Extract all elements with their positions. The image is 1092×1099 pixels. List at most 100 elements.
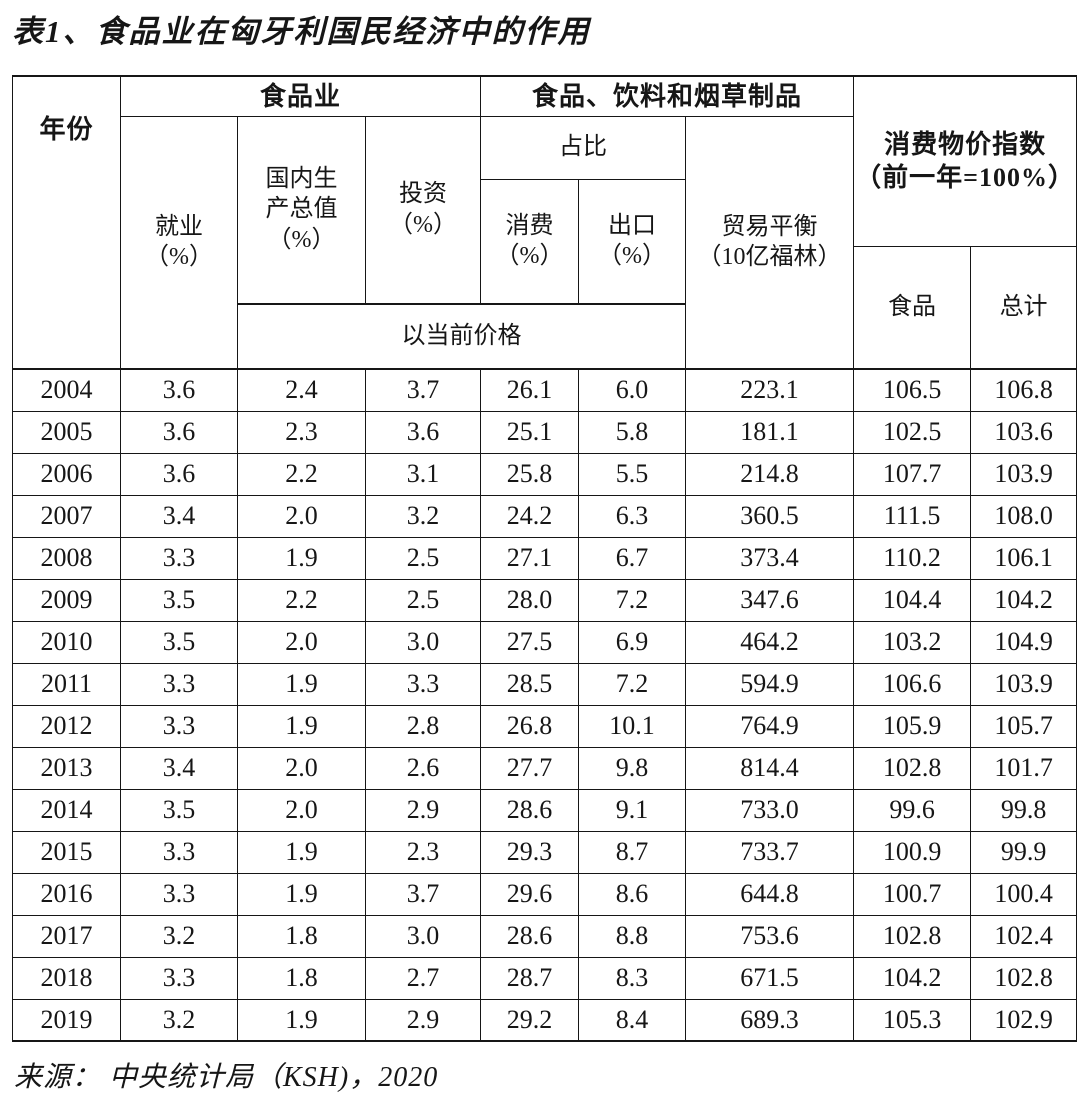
value-cell: 105.3 [853, 998, 972, 1042]
year-cell: 2011 [12, 662, 121, 706]
value-cell: 105.9 [853, 704, 972, 748]
value-cell: 99.6 [853, 788, 972, 832]
value-cell: 689.3 [685, 998, 855, 1042]
value-cell: 107.7 [853, 452, 972, 496]
table-row: 2016 3.3 1.9 3.7 29.6 8.6 644.8 100.7 100.4 [12, 872, 1078, 916]
value-cell: 110.2 [853, 536, 972, 580]
value-cell: 2.9 [364, 788, 482, 832]
value-cell: 3.3 [120, 872, 238, 916]
value-cell: 102.9 [970, 998, 1078, 1042]
value-cell: 753.6 [685, 914, 855, 958]
page-title: 表1、食品业在匈牙利国民经济中的作用 [12, 14, 591, 49]
value-cell: 2.0 [237, 746, 366, 790]
value-cell: 2.0 [237, 788, 366, 832]
value-cell: 644.8 [685, 872, 855, 916]
value-cell: 27.7 [480, 746, 580, 790]
table-row: 2007 3.4 2.0 3.2 24.2 6.3 360.5 111.5 108.0 [12, 494, 1078, 538]
value-cell: 104.9 [970, 620, 1078, 664]
value-cell: 3.2 [120, 914, 238, 958]
value-cell: 2.3 [237, 410, 366, 454]
value-cell: 2.2 [237, 452, 366, 496]
table-row: 2005 3.6 2.3 3.6 25.1 5.8 181.1 102.5 103.6 [12, 410, 1078, 454]
value-cell: 1.9 [237, 872, 366, 916]
value-cell: 106.5 [853, 368, 972, 412]
year-cell: 2016 [12, 872, 121, 916]
value-cell: 3.3 [120, 536, 238, 580]
value-cell: 10.1 [578, 704, 687, 748]
value-cell: 7.2 [578, 662, 687, 706]
value-cell: 3.5 [120, 788, 238, 832]
value-cell: 8.8 [578, 914, 687, 958]
header-trade-balance: 贸易平衡 （10亿福林） [685, 115, 855, 370]
value-cell: 3.0 [364, 620, 482, 664]
value-cell: 3.7 [364, 872, 482, 916]
value-cell: 102.8 [853, 914, 972, 958]
value-cell: 373.4 [685, 536, 855, 580]
value-cell: 3.6 [120, 452, 238, 496]
value-cell: 26.1 [480, 368, 580, 412]
value-cell: 214.8 [685, 452, 855, 496]
value-cell: 28.7 [480, 956, 580, 1000]
value-cell: 8.6 [578, 872, 687, 916]
value-cell: 28.6 [480, 914, 580, 958]
value-cell: 3.4 [120, 494, 238, 538]
value-cell: 2.9 [364, 998, 482, 1042]
value-cell: 8.7 [578, 830, 687, 874]
header-food: 食品 [853, 245, 972, 370]
value-cell: 347.6 [685, 578, 855, 622]
value-cell: 106.6 [853, 662, 972, 706]
value-cell: 3.5 [120, 620, 238, 664]
value-cell: 104.2 [970, 578, 1078, 622]
value-cell: 6.0 [578, 368, 687, 412]
value-cell: 101.7 [970, 746, 1078, 790]
table-row: 2012 3.3 1.9 2.8 26.8 10.1 764.9 105.9 105.7 [12, 704, 1078, 748]
value-cell: 103.2 [853, 620, 972, 664]
value-cell: 764.9 [685, 704, 855, 748]
value-cell: 733.0 [685, 788, 855, 832]
value-cell: 1.8 [237, 914, 366, 958]
value-cell: 1.9 [237, 704, 366, 748]
value-cell: 29.6 [480, 872, 580, 916]
value-cell: 360.5 [685, 494, 855, 538]
year-cell: 2017 [12, 914, 121, 958]
year-cell: 2010 [12, 620, 121, 664]
value-cell: 103.9 [970, 452, 1078, 496]
value-cell: 28.0 [480, 578, 580, 622]
year-cell: 2014 [12, 788, 121, 832]
header-total: 总计 [970, 245, 1078, 370]
value-cell: 102.8 [970, 956, 1078, 1000]
header-consumption: 消费 （%） [480, 178, 580, 305]
value-cell: 100.7 [853, 872, 972, 916]
value-cell: 25.8 [480, 452, 580, 496]
table-row: 2015 3.3 1.9 2.3 29.3 8.7 733.7 100.9 99.9 [12, 830, 1078, 874]
value-cell: 28.6 [480, 788, 580, 832]
value-cell: 3.4 [120, 746, 238, 790]
header-at-current-prices: 以当前价格 [236, 303, 687, 370]
value-cell: 3.3 [120, 662, 238, 706]
table-row: 2019 3.2 1.9 2.9 29.2 8.4 689.3 105.3 102.9 [12, 998, 1078, 1042]
value-cell: 2.5 [364, 578, 482, 622]
table-row: 2004 3.6 2.4 3.7 26.1 6.0 223.1 106.5 106.8 [12, 368, 1078, 412]
header-share: 占比 [480, 115, 687, 180]
header-year: 年份 [12, 75, 121, 370]
value-cell: 1.9 [237, 830, 366, 874]
value-cell: 105.7 [970, 704, 1078, 748]
header-exports: 出口 （%） [578, 178, 687, 305]
value-cell: 104.2 [853, 956, 972, 1000]
value-cell: 6.3 [578, 494, 687, 538]
value-cell: 594.9 [685, 662, 855, 706]
table-header: 年份 食品业 食品、饮料和烟草制品 消费物价指数 （前一年=100%） 就业 （… [12, 75, 1078, 370]
value-cell: 1.9 [237, 536, 366, 580]
header-row-5: 以当前价格 [13, 303, 1077, 370]
year-cell: 2015 [12, 830, 121, 874]
value-cell: 3.3 [120, 830, 238, 874]
year-cell: 2008 [12, 536, 121, 580]
value-cell: 8.4 [578, 998, 687, 1042]
year-cell: 2012 [12, 704, 121, 748]
value-cell: 671.5 [685, 956, 855, 1000]
header-food-industry: 食品业 [119, 75, 482, 117]
value-cell: 9.8 [578, 746, 687, 790]
value-cell: 3.3 [364, 662, 482, 706]
value-cell: 24.2 [480, 494, 580, 538]
value-cell: 6.9 [578, 620, 687, 664]
